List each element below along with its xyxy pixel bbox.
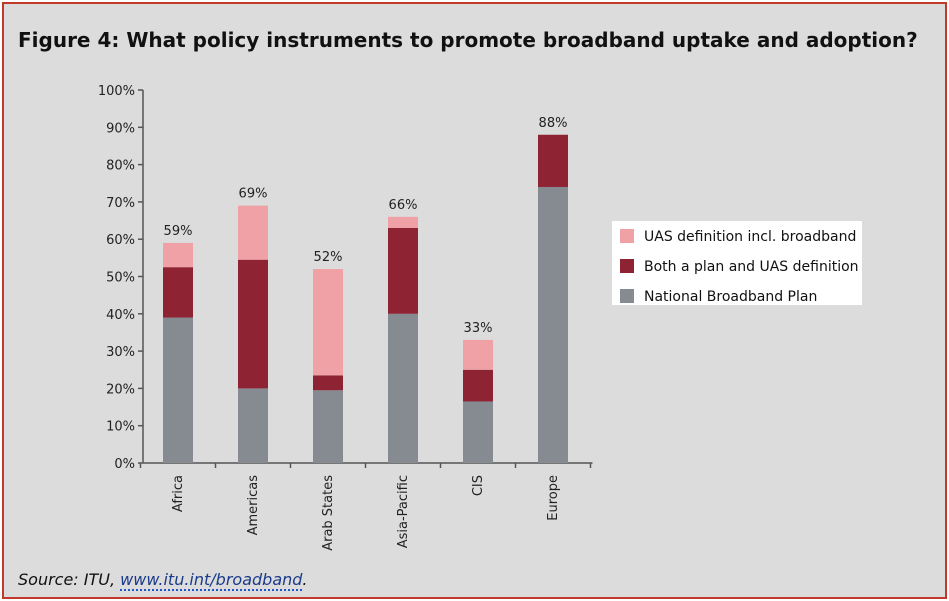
bar-segment <box>388 313 418 463</box>
y-tick-label: 60% <box>106 233 135 248</box>
y-tick-label: 100% <box>98 84 135 99</box>
bar-segment <box>313 375 343 391</box>
y-tick-label: 0% <box>114 457 135 472</box>
bar-segment <box>238 205 268 260</box>
y-tick-label: 70% <box>106 196 135 211</box>
bar-segment <box>313 269 343 376</box>
legend-label: National Broadband Plan <box>644 289 817 305</box>
bar-segment <box>463 369 493 402</box>
bar-segment <box>463 339 493 370</box>
figure-title: Figure 4: What policy instruments to pro… <box>18 28 918 52</box>
y-tick-label: 80% <box>106 159 135 174</box>
bar-total-label: 59% <box>164 224 193 239</box>
legend-box <box>612 221 862 305</box>
x-category-label: Arab States <box>321 475 336 551</box>
x-category-label: Africa <box>171 475 186 512</box>
y-tick-label: 10% <box>106 420 135 435</box>
bar-segment <box>238 259 268 389</box>
bar-total-label: 66% <box>389 198 418 213</box>
bar-segment <box>388 216 418 229</box>
bar-segment <box>463 401 493 463</box>
x-category-label: Asia-Pacific <box>396 475 411 548</box>
legend-label: UAS definition incl. broadband <box>644 229 856 245</box>
y-tick-label: 90% <box>106 121 135 136</box>
y-tick-label: 40% <box>106 308 135 323</box>
bar-total-label: 69% <box>239 187 268 202</box>
legend-label: Both a plan and UAS definition <box>644 259 859 275</box>
bar-segment <box>163 242 193 268</box>
x-category-label: Americas <box>246 475 261 536</box>
source-suffix: . <box>302 570 308 589</box>
bar-segment <box>163 317 193 463</box>
legend-swatch <box>620 259 634 273</box>
bar-total-label: 88% <box>539 116 568 131</box>
source-link[interactable]: www.itu.int/broadband <box>120 570 303 591</box>
y-tick-label: 50% <box>106 271 135 286</box>
source-prefix: Source: ITU, <box>18 570 121 589</box>
x-category-label: CIS <box>471 475 486 496</box>
source-note: Source: ITU, www.itu.int/broadband. <box>18 570 308 591</box>
bar-segment <box>388 228 418 314</box>
bar-total-label: 52% <box>314 250 343 265</box>
y-tick-label: 20% <box>106 382 135 397</box>
bar-segment <box>538 134 568 187</box>
legend-swatch <box>620 289 634 303</box>
bar-segment <box>238 388 268 463</box>
x-category-label: Europe <box>546 475 561 521</box>
bar-segment <box>313 390 343 463</box>
y-tick-label: 30% <box>106 345 135 360</box>
legend-swatch <box>620 229 634 243</box>
bar-segment <box>538 186 568 464</box>
bar-segment <box>163 267 193 318</box>
bar-total-label: 33% <box>464 321 493 336</box>
